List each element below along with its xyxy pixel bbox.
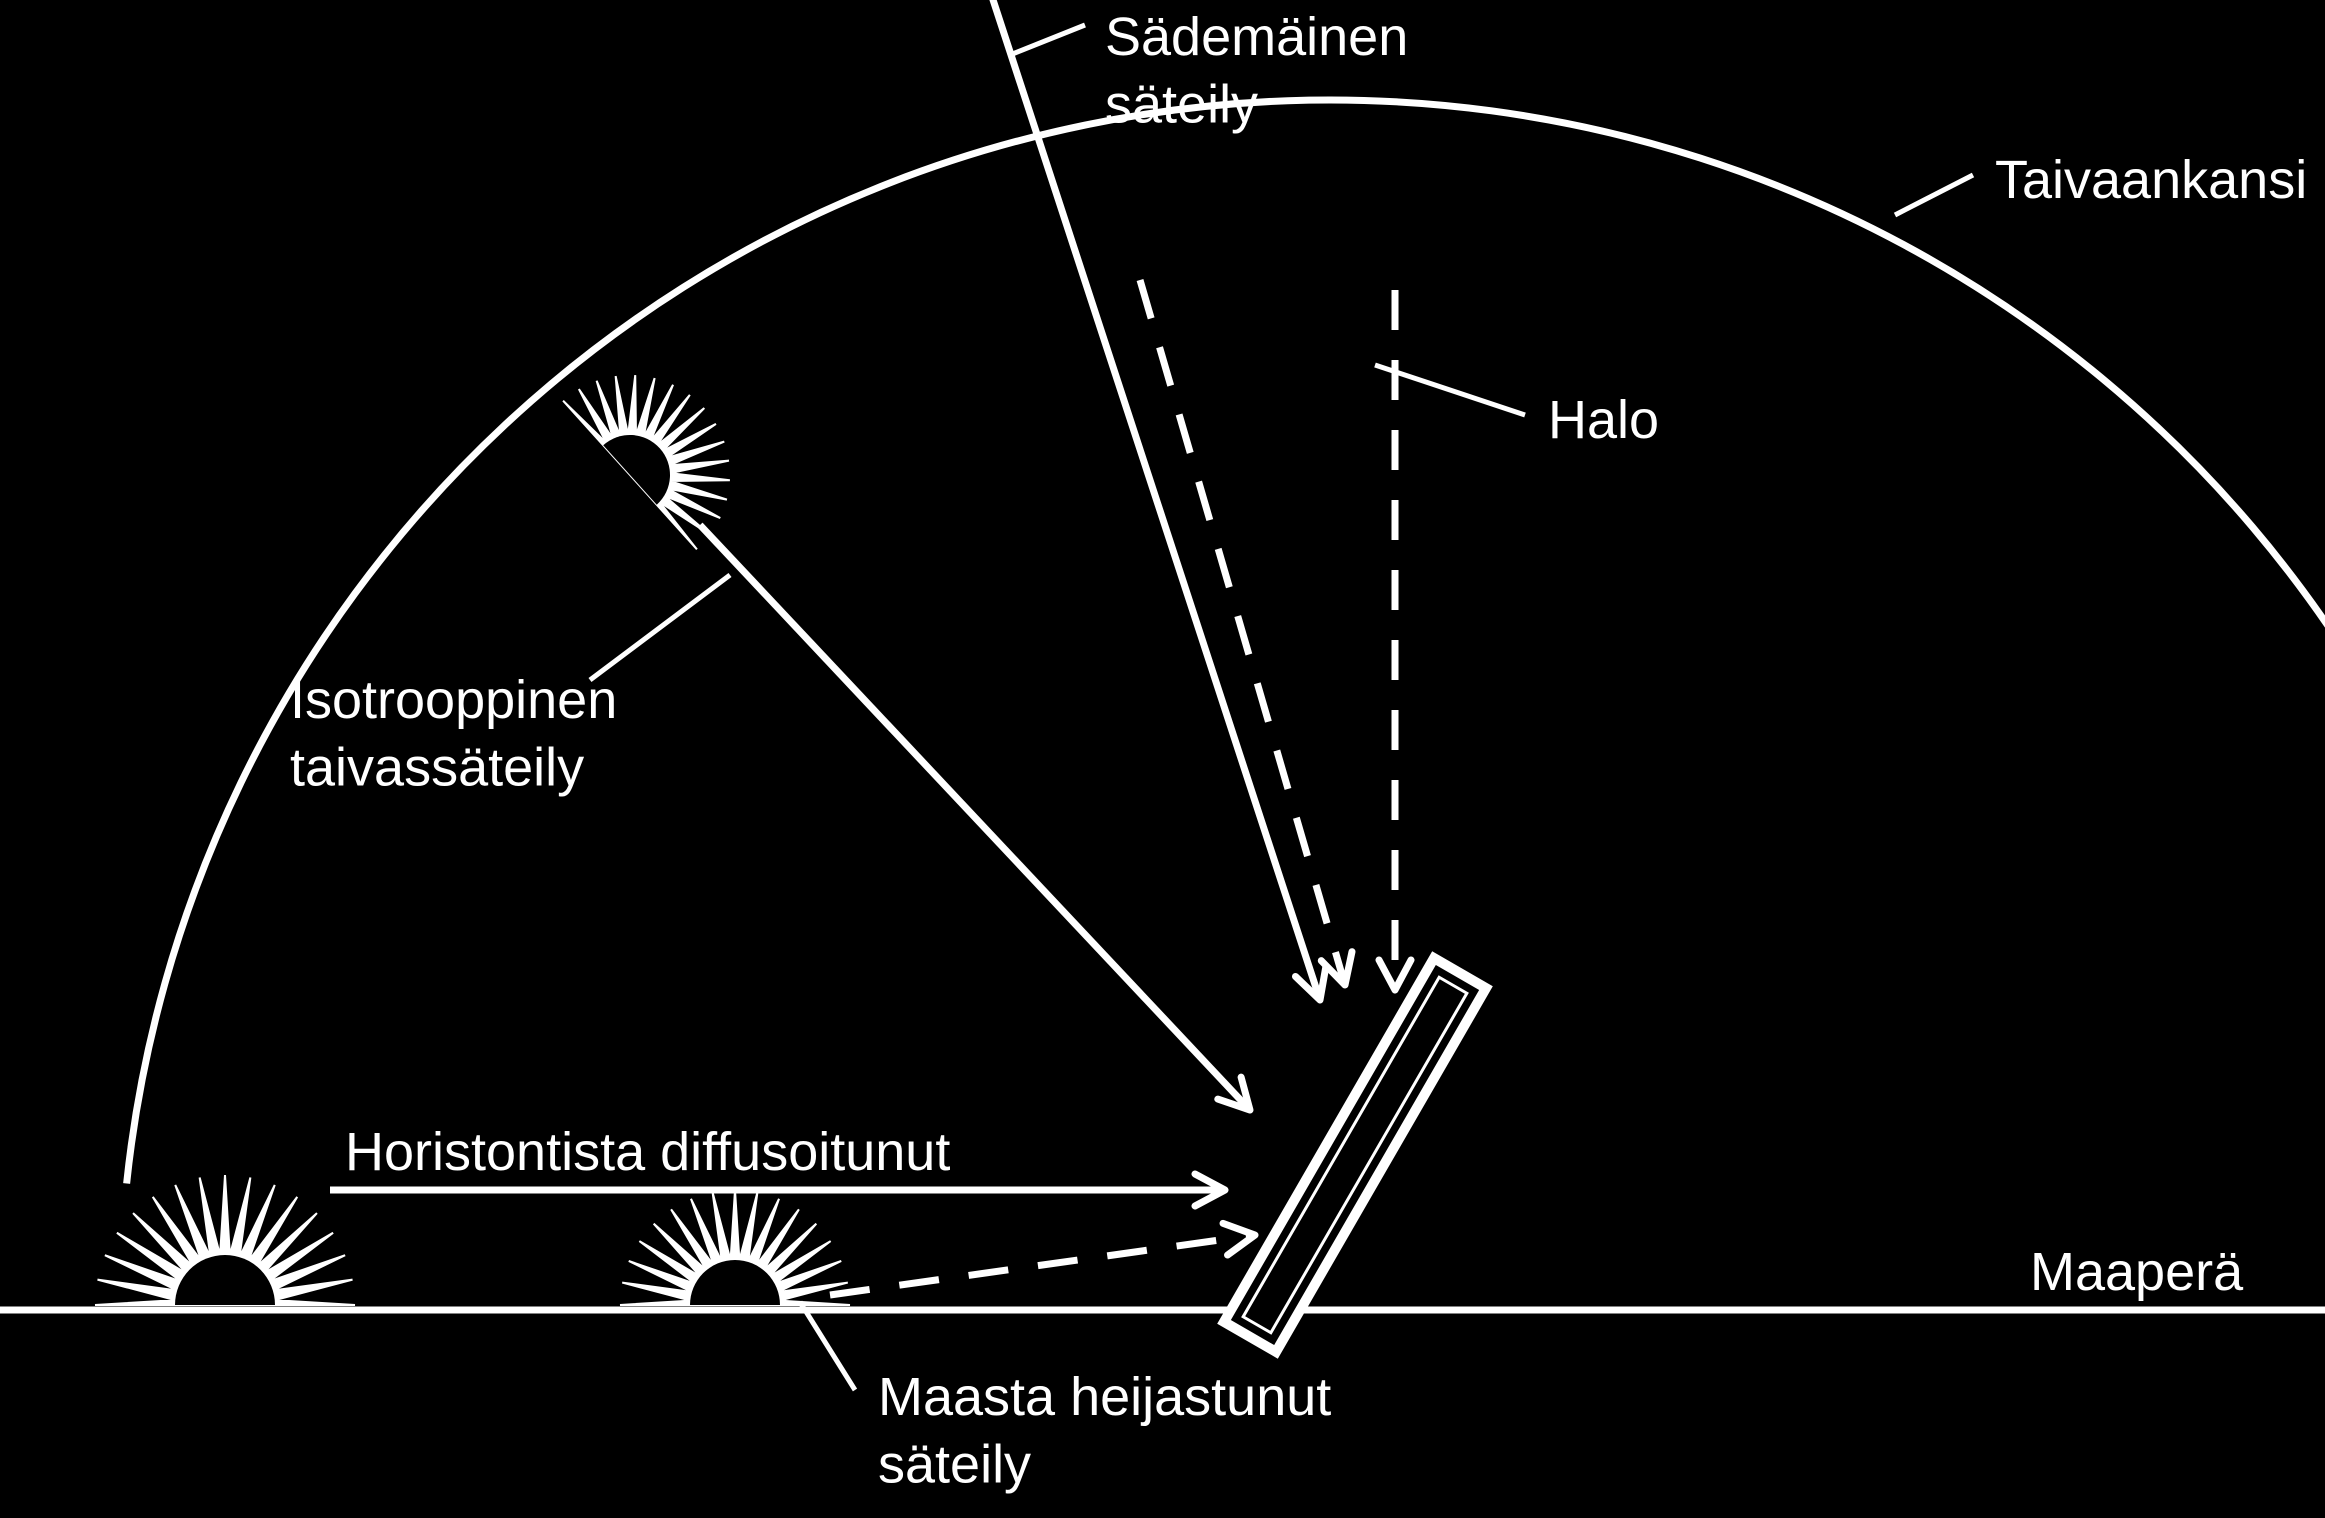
label-ground-reflected-line1: Maasta heijastunut: [878, 1367, 1331, 1427]
label-ground-reflected-line2: säteily: [878, 1435, 1031, 1495]
label-beam-line1: Sädemäinen: [1105, 7, 1408, 67]
label-isotropic-line1: Isotrooppinen: [290, 670, 617, 730]
label-horizon: Horistontista diffusoitunut: [345, 1122, 950, 1182]
label-dome-line1: Taivaankansi: [1995, 150, 2307, 210]
label-horizon-line1: Horistontista diffusoitunut: [345, 1122, 950, 1182]
label-halo-line1: Halo: [1548, 390, 1659, 450]
label-ground-line1: Maaperä: [2030, 1242, 2244, 1302]
label-halo: Halo: [1548, 390, 1659, 450]
label-dome: Taivaankansi: [1995, 150, 2307, 210]
label-ground: Maaperä: [2030, 1242, 2244, 1302]
label-beam-line2: säteily: [1105, 75, 1258, 135]
label-isotropic-line2: taivassäteily: [290, 738, 584, 798]
